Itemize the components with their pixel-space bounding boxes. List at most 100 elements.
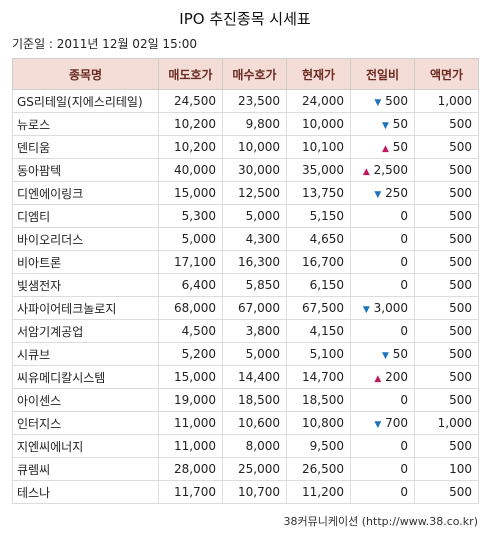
ask-price: 11,700 <box>158 480 223 504</box>
par-value: 500 <box>414 388 479 412</box>
table-row: 사파이어테크놀로지 68,000 67,000 67,500 ▼ 3,000 500 <box>12 296 479 320</box>
stock-name: 씨유메디칼시스템 <box>12 365 159 389</box>
ask-price: 6,400 <box>158 273 223 297</box>
current-price: 10,100 <box>286 135 351 159</box>
table-row: 동아팜텍 40,000 30,000 35,000 ▲ 2,500 500 <box>12 158 479 182</box>
change-value: 0 <box>400 462 408 476</box>
stock-name: 동아팜텍 <box>12 158 159 182</box>
day-change: ▼ 50 <box>350 342 415 366</box>
table-row: 큐렘씨 28,000 25,000 26,500 0 100 <box>12 457 479 481</box>
day-change: 0 <box>350 204 415 228</box>
day-change: ▼ 700 <box>350 411 415 435</box>
change-value: 0 <box>400 232 408 246</box>
par-value: 500 <box>414 112 479 136</box>
bid-price: 30,000 <box>222 158 287 182</box>
bid-price: 3,800 <box>222 319 287 343</box>
par-value: 500 <box>414 135 479 159</box>
par-value: 500 <box>414 250 479 274</box>
par-value: 1,000 <box>414 89 479 113</box>
current-price: 4,150 <box>286 319 351 343</box>
stock-name: 서암기계공업 <box>12 319 159 343</box>
par-value: 500 <box>414 342 479 366</box>
bid-price: 16,300 <box>222 250 287 274</box>
col-header-bid: 매수호가 <box>222 58 287 90</box>
table-row: 뉴로스 10,200 9,800 10,000 ▼ 50 500 <box>12 112 479 136</box>
change-value: 0 <box>400 324 408 338</box>
change-value: 3,000 <box>373 301 408 315</box>
par-value: 500 <box>414 158 479 182</box>
bid-price: 4,300 <box>222 227 287 251</box>
day-change: ▼ 3,000 <box>350 296 415 320</box>
stock-name: 인터지스 <box>12 411 159 435</box>
ask-price: 4,500 <box>158 319 223 343</box>
current-price: 13,750 <box>286 181 351 205</box>
stock-name: 바이오리더스 <box>12 227 159 251</box>
par-value: 500 <box>414 204 479 228</box>
stock-name: GS리테일(지에스리테일) <box>12 89 159 113</box>
table-row: 시큐브 5,200 5,000 5,100 ▼ 50 500 <box>12 342 479 366</box>
stock-name: 뉴로스 <box>12 112 159 136</box>
stock-name: 사파이어테크놀로지 <box>12 296 159 320</box>
par-value: 500 <box>414 181 479 205</box>
table-row: 테스나 11,700 10,700 11,200 0 500 <box>12 480 479 504</box>
change-value: 0 <box>400 485 408 499</box>
bid-price: 5,000 <box>222 342 287 366</box>
day-change: ▼ 50 <box>350 112 415 136</box>
current-price: 18,500 <box>286 388 351 412</box>
change-value: 2,500 <box>373 163 408 177</box>
ask-price: 28,000 <box>158 457 223 481</box>
ask-price: 10,200 <box>158 135 223 159</box>
bid-price: 8,000 <box>222 434 287 458</box>
stock-name: 큐렘씨 <box>12 457 159 481</box>
stock-name: 시큐브 <box>12 342 159 366</box>
current-price: 5,100 <box>286 342 351 366</box>
change-value: 50 <box>392 117 408 131</box>
table-row: 바이오리더스 5,000 4,300 4,650 0 500 <box>12 227 479 251</box>
bid-price: 10,000 <box>222 135 287 159</box>
down-triangle-icon: ▼ <box>374 190 382 200</box>
ask-price: 40,000 <box>158 158 223 182</box>
table-row: 씨유메디칼시스템 15,000 14,400 14,700 ▲ 200 500 <box>12 365 479 389</box>
day-change: 0 <box>350 457 415 481</box>
table-header-row: 종목명 매도호가 매수호가 현재가 전일비 액면가 <box>12 58 479 90</box>
table-row: 디엔에이링크 15,000 12,500 13,750 ▼ 250 500 <box>12 181 479 205</box>
current-price: 10,800 <box>286 411 351 435</box>
page-title: IPO 추진종목 시세표 <box>179 10 311 28</box>
current-price: 16,700 <box>286 250 351 274</box>
quote-table: 종목명 매도호가 매수호가 현재가 전일비 액면가 GS리테일(지에스리테일) 2… <box>12 58 479 504</box>
table-row: 인터지스 11,000 10,600 10,800 ▼ 700 1,000 <box>12 411 479 435</box>
col-header-price: 현재가 <box>286 58 351 90</box>
current-price: 24,000 <box>286 89 351 113</box>
current-price: 26,500 <box>286 457 351 481</box>
current-price: 11,200 <box>286 480 351 504</box>
par-value: 500 <box>414 296 479 320</box>
par-value: 500 <box>414 434 479 458</box>
col-header-ask: 매도호가 <box>158 58 223 90</box>
col-header-name: 종목명 <box>12 58 159 90</box>
ask-price: 5,000 <box>158 227 223 251</box>
par-value: 500 <box>414 227 479 251</box>
down-triangle-icon: ▼ <box>362 305 370 315</box>
day-change: 0 <box>350 388 415 412</box>
down-triangle-icon: ▼ <box>374 98 382 108</box>
par-value: 1,000 <box>414 411 479 435</box>
change-value: 0 <box>400 255 408 269</box>
change-value: 500 <box>385 94 408 108</box>
base-date: 기준일 : 2011년 12월 02일 15:00 <box>12 37 198 51</box>
stock-name: 디엔에이링크 <box>12 181 159 205</box>
change-value: 200 <box>385 370 408 384</box>
change-value: 0 <box>400 209 408 223</box>
stock-name: 덴티움 <box>12 135 159 159</box>
table-row: 비아트론 17,100 16,300 16,700 0 500 <box>12 250 479 274</box>
current-price: 9,500 <box>286 434 351 458</box>
col-header-par: 액면가 <box>414 58 479 90</box>
stock-name: 비아트론 <box>12 250 159 274</box>
table-row: GS리테일(지에스리테일) 24,500 23,500 24,000 ▼ 500 1,00… <box>12 89 479 113</box>
table-row: 서암기계공업 4,500 3,800 4,150 0 500 <box>12 319 479 343</box>
par-value: 500 <box>414 365 479 389</box>
change-value: 50 <box>392 347 408 361</box>
table-row: 지엔씨에너지 11,000 8,000 9,500 0 500 <box>12 434 479 458</box>
stock-name: 빛샘전자 <box>12 273 159 297</box>
table-row: 아이센스 19,000 18,500 18,500 0 500 <box>12 388 479 412</box>
current-price: 67,500 <box>286 296 351 320</box>
